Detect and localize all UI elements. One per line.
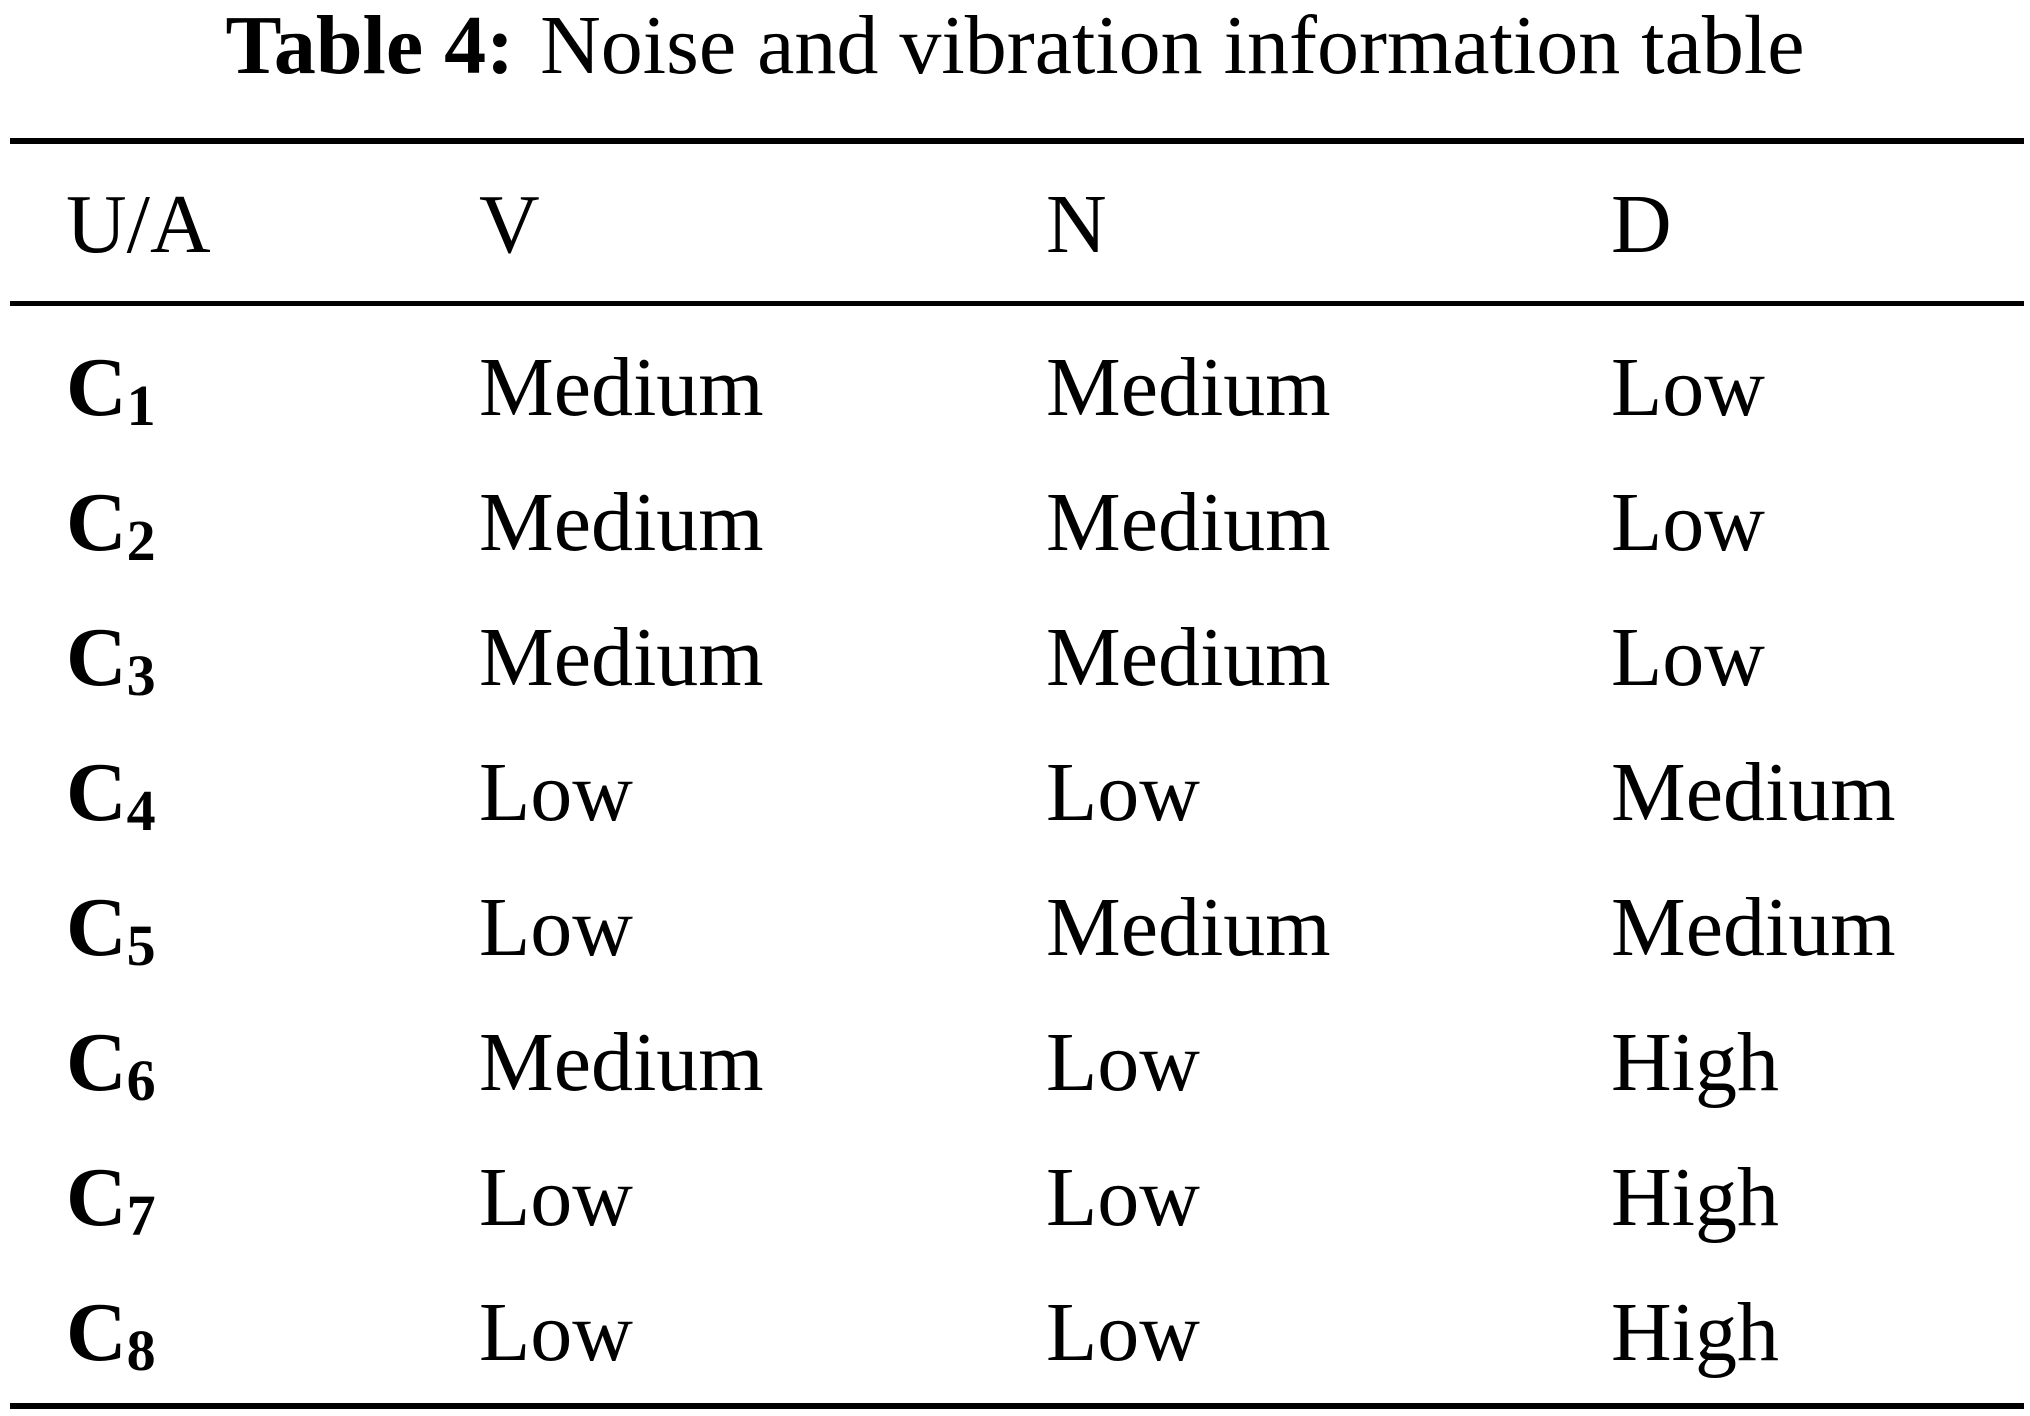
cell-n: Low (1046, 1151, 1200, 1244)
cell-v: Medium (479, 611, 764, 704)
table-row: C6 Medium Low High (0, 995, 2030, 1130)
cell-n: Medium (1046, 476, 1331, 569)
table-row: C7 Low Low High (0, 1130, 2030, 1265)
cell-v: Medium (479, 476, 764, 569)
cell-v: Low (479, 1286, 633, 1379)
table-header: U/A V N D (0, 157, 2030, 292)
cell-n: Medium (1046, 611, 1331, 704)
table-row: C8 Low Low High (0, 1265, 2030, 1400)
criterion-label: C6 (66, 1016, 156, 1113)
cell-v: Low (479, 1151, 633, 1244)
caption-label: Table 4: (225, 0, 515, 92)
cell-d: Low (1611, 611, 1765, 704)
cell-d: Medium (1611, 881, 1896, 974)
cell-n: Low (1046, 1016, 1200, 1109)
header-v: V (479, 178, 540, 271)
table-body: C1 Medium Medium Low C2 Medium Medium Lo… (0, 320, 2030, 1400)
cell-v: Low (479, 746, 633, 839)
bottom-rule (10, 1403, 2024, 1409)
top-rule (10, 138, 2024, 144)
criterion-label: C7 (66, 1151, 156, 1248)
criterion-label: C5 (66, 881, 156, 978)
caption-text: Noise and vibration information table (540, 0, 1805, 92)
cell-d: High (1611, 1151, 1779, 1244)
cell-d: High (1611, 1016, 1779, 1109)
header-d: D (1611, 178, 1672, 271)
table-row: C4 Low Low Medium (0, 725, 2030, 860)
criterion-label: C3 (66, 611, 156, 708)
cell-n: Low (1046, 1286, 1200, 1379)
cell-d: Low (1611, 341, 1765, 434)
cell-n: Medium (1046, 881, 1331, 974)
cell-d: Low (1611, 476, 1765, 569)
table-row: C1 Medium Medium Low (0, 320, 2030, 455)
header-n: N (1046, 178, 1107, 271)
header-row: U/A V N D (0, 157, 2030, 292)
cell-v: Medium (479, 341, 764, 434)
table-row: C2 Medium Medium Low (0, 455, 2030, 590)
cell-d: High (1611, 1286, 1779, 1379)
criterion-label: C1 (66, 341, 156, 438)
header-ua: U/A (66, 178, 211, 271)
cell-v: Medium (479, 1016, 764, 1109)
cell-d: Medium (1611, 746, 1896, 839)
cell-n: Medium (1046, 341, 1331, 434)
cell-n: Low (1046, 746, 1200, 839)
criterion-label: C4 (66, 746, 156, 843)
table-caption: Table 4: Noise and vibration information … (0, 0, 2030, 100)
table-row: C5 Low Medium Medium (0, 860, 2030, 995)
criterion-label: C2 (66, 476, 156, 573)
header-rule (10, 301, 2024, 306)
table-row: C3 Medium Medium Low (0, 590, 2030, 725)
cell-v: Low (479, 881, 633, 974)
criterion-label: C8 (66, 1286, 156, 1383)
